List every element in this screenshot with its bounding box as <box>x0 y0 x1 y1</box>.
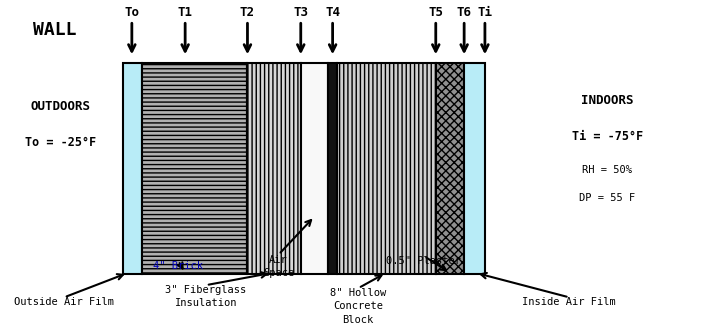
Text: Ti: Ti <box>478 6 493 19</box>
Text: DP = 55 F: DP = 55 F <box>580 193 636 203</box>
Bar <box>464 63 485 274</box>
Bar <box>436 63 464 274</box>
Text: T6: T6 <box>456 6 471 19</box>
Text: WALL: WALL <box>33 21 76 39</box>
Text: T4: T4 <box>325 6 340 19</box>
Text: T2: T2 <box>240 6 255 19</box>
Text: T5: T5 <box>428 6 444 19</box>
Text: Outside Air Film: Outside Air Film <box>14 297 114 307</box>
Text: Ti = -75°F: Ti = -75°F <box>572 130 643 143</box>
Text: RH = 50%: RH = 50% <box>582 166 632 175</box>
Text: 3" Fiberglass
Insulation: 3" Fiberglass Insulation <box>165 285 246 308</box>
Text: OUTDOORS: OUTDOORS <box>31 100 90 113</box>
Text: Air
Space: Air Space <box>263 254 294 278</box>
Bar <box>123 63 142 274</box>
Bar <box>142 63 248 274</box>
Bar <box>248 63 300 274</box>
Text: Inside Air Film: Inside Air Film <box>523 297 617 307</box>
Bar <box>337 63 436 274</box>
Text: 8" Hollow
Concrete
Block: 8" Hollow Concrete Block <box>330 288 387 325</box>
Bar <box>300 63 328 274</box>
Text: 4" Brick: 4" Brick <box>153 261 203 271</box>
Bar <box>328 63 337 274</box>
Text: To: To <box>125 6 140 19</box>
Text: 0.5" Plaster: 0.5" Plaster <box>387 256 461 266</box>
Text: T3: T3 <box>293 6 308 19</box>
Text: INDOORS: INDOORS <box>581 94 634 107</box>
Text: To = -25°F: To = -25°F <box>25 136 96 149</box>
Text: T1: T1 <box>178 6 193 19</box>
